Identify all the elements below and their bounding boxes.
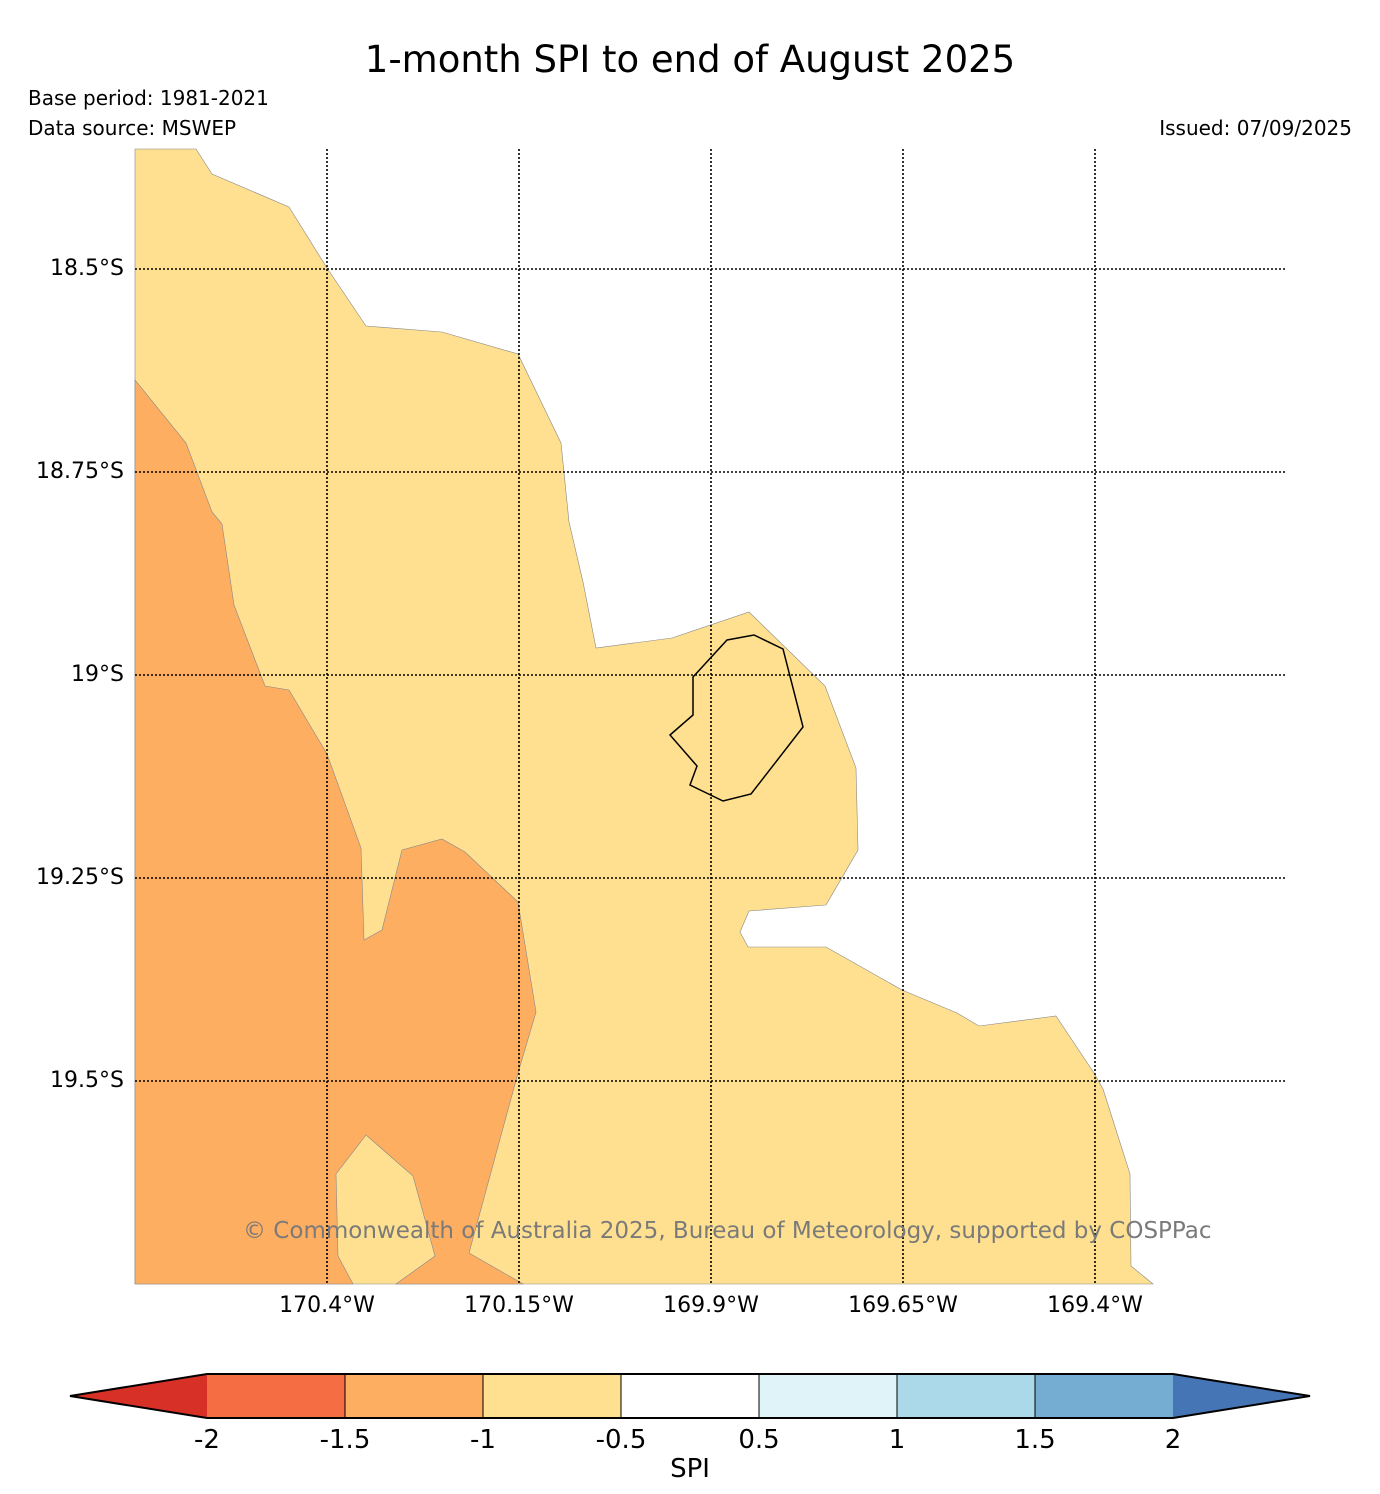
- lat-label: 18.75°S: [36, 459, 124, 484]
- colorbar-extend-low: [70, 1374, 207, 1418]
- colorbar-segment: [897, 1374, 1035, 1418]
- lat-label: 19.25°S: [36, 865, 124, 890]
- colorbar-tick: 2: [1164, 1425, 1182, 1455]
- colorbar: [69, 1373, 1311, 1419]
- colorbar-segment: [207, 1374, 345, 1418]
- map-title: 1-month SPI to end of August 2025: [364, 38, 1016, 81]
- spi-region-orange: [134, 379, 537, 1285]
- lon-label: 170.15°W: [464, 1293, 574, 1318]
- lat-label: 19.5°S: [50, 1068, 124, 1093]
- colorbar-tick: 0.5: [738, 1425, 780, 1455]
- colorbar-tick: 1.5: [1014, 1425, 1056, 1455]
- colorbar-segment: [483, 1374, 621, 1418]
- lon-label: 170.4°W: [279, 1293, 375, 1318]
- colorbar-segment: [621, 1374, 759, 1418]
- colorbar-tick: -1: [470, 1425, 496, 1455]
- colorbar-segment: [759, 1374, 897, 1418]
- colorbar-extend-high: [1173, 1374, 1310, 1418]
- lon-label: 169.4°W: [1047, 1293, 1143, 1318]
- lat-label: 19°S: [71, 662, 124, 687]
- base-period: Base period: 1981-2021: [28, 86, 269, 110]
- data-source: Data source: MSWEP: [28, 116, 237, 140]
- lon-label: 169.65°W: [848, 1293, 958, 1318]
- copyright-notice: © Commonwealth of Australia 2025, Bureau…: [243, 1218, 1212, 1244]
- colorbar-label: SPI: [670, 1454, 710, 1484]
- issued-date: Issued: 07/09/2025: [1159, 116, 1352, 140]
- colorbar-segment: [345, 1374, 483, 1418]
- colorbar-tick: 1: [888, 1425, 906, 1455]
- colorbar-tick: -0.5: [595, 1425, 647, 1455]
- colorbar-segment: [1035, 1374, 1173, 1418]
- island-outline: [668, 634, 804, 802]
- colorbar-outline: [69, 1373, 1311, 1419]
- lat-label: 18.5°S: [50, 256, 124, 281]
- colorbar-tick: -1.5: [319, 1425, 371, 1455]
- lon-label: 169.9°W: [663, 1293, 759, 1318]
- colorbar-tick: -2: [194, 1425, 220, 1455]
- gridlines: [135, 149, 1285, 1284]
